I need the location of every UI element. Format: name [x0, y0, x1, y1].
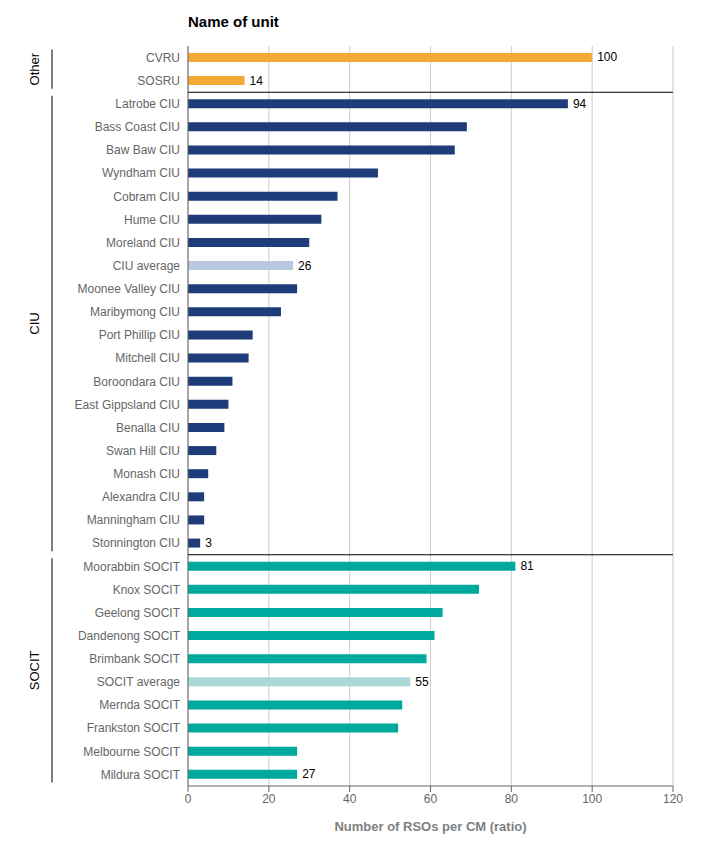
- svg-text:Moreland CIU: Moreland CIU: [106, 236, 180, 250]
- svg-text:0: 0: [185, 792, 192, 806]
- svg-text:Dandenong SOCIT: Dandenong SOCIT: [78, 629, 181, 643]
- svg-text:Wyndham CIU: Wyndham CIU: [102, 166, 180, 180]
- svg-text:Latrobe CIU: Latrobe CIU: [115, 97, 180, 111]
- svg-text:Other: Other: [27, 52, 42, 85]
- svg-text:Maribymong CIU: Maribymong CIU: [90, 305, 180, 319]
- svg-text:Mitchell CIU: Mitchell CIU: [115, 351, 180, 365]
- svg-text:Number of RSOs per CM (ratio): Number of RSOs per CM (ratio): [334, 819, 526, 834]
- svg-text:Swan Hill CIU: Swan Hill CIU: [106, 444, 180, 458]
- svg-text:Manningham CIU: Manningham CIU: [87, 513, 180, 527]
- svg-text:26: 26: [298, 259, 312, 273]
- svg-text:Cobram CIU: Cobram CIU: [113, 190, 180, 204]
- svg-text:20: 20: [262, 792, 276, 806]
- svg-text:Benalla CIU: Benalla CIU: [116, 421, 180, 435]
- svg-text:100: 100: [582, 792, 602, 806]
- svg-text:94: 94: [573, 97, 587, 111]
- svg-text:Brimbank SOCIT: Brimbank SOCIT: [89, 652, 180, 666]
- svg-text:14: 14: [250, 74, 264, 88]
- svg-text:Mernda SOCIT: Mernda SOCIT: [99, 698, 180, 712]
- svg-text:Bass Coast CIU: Bass Coast CIU: [95, 120, 180, 134]
- svg-text:Stonnington CIU: Stonnington CIU: [92, 536, 180, 550]
- html-text:Name of unit: Name of unit: [188, 13, 279, 30]
- svg-text:40: 40: [343, 792, 357, 806]
- svg-text:East Gippsland CIU: East Gippsland CIU: [75, 398, 180, 412]
- svg-text:Monash CIU: Monash CIU: [113, 467, 180, 481]
- svg-text:Port Phillip CIU: Port Phillip CIU: [99, 328, 180, 342]
- svg-text:SOSRU: SOSRU: [137, 74, 180, 88]
- svg-text:100: 100: [597, 50, 617, 64]
- svg-text:Moonee Valley CIU: Moonee Valley CIU: [78, 282, 181, 296]
- svg-text:Knox SOCIT: Knox SOCIT: [113, 583, 181, 597]
- svg-text:Moorabbin SOCIT: Moorabbin SOCIT: [83, 560, 180, 574]
- svg-text:CIU average: CIU average: [113, 259, 181, 273]
- svg-text:55: 55: [415, 675, 429, 689]
- svg-text:CIU: CIU: [27, 312, 42, 334]
- svg-text:Baw Baw CIU: Baw Baw CIU: [106, 143, 180, 157]
- svg-text:SOCIT average: SOCIT average: [97, 675, 180, 689]
- svg-text:Frankston SOCIT: Frankston SOCIT: [87, 721, 181, 735]
- svg-text:Geelong SOCIT: Geelong SOCIT: [95, 606, 181, 620]
- svg-text:Alexandra CIU: Alexandra CIU: [102, 490, 180, 504]
- svg-text:Mildura SOCIT: Mildura SOCIT: [101, 768, 181, 782]
- svg-text:27: 27: [302, 767, 316, 781]
- svg-text:120: 120: [663, 792, 683, 806]
- svg-text:CVRU: CVRU: [146, 51, 180, 65]
- svg-text:3: 3: [205, 536, 212, 550]
- svg-text:60: 60: [424, 792, 438, 806]
- svg-text:Hume CIU: Hume CIU: [124, 213, 180, 227]
- svg-text:80: 80: [505, 792, 519, 806]
- svg-text:SOCIT: SOCIT: [27, 650, 42, 690]
- svg-text:81: 81: [520, 559, 534, 573]
- svg-text:Melbourne SOCIT: Melbourne SOCIT: [83, 745, 180, 759]
- svg-text:Boroondara CIU: Boroondara CIU: [93, 375, 180, 389]
